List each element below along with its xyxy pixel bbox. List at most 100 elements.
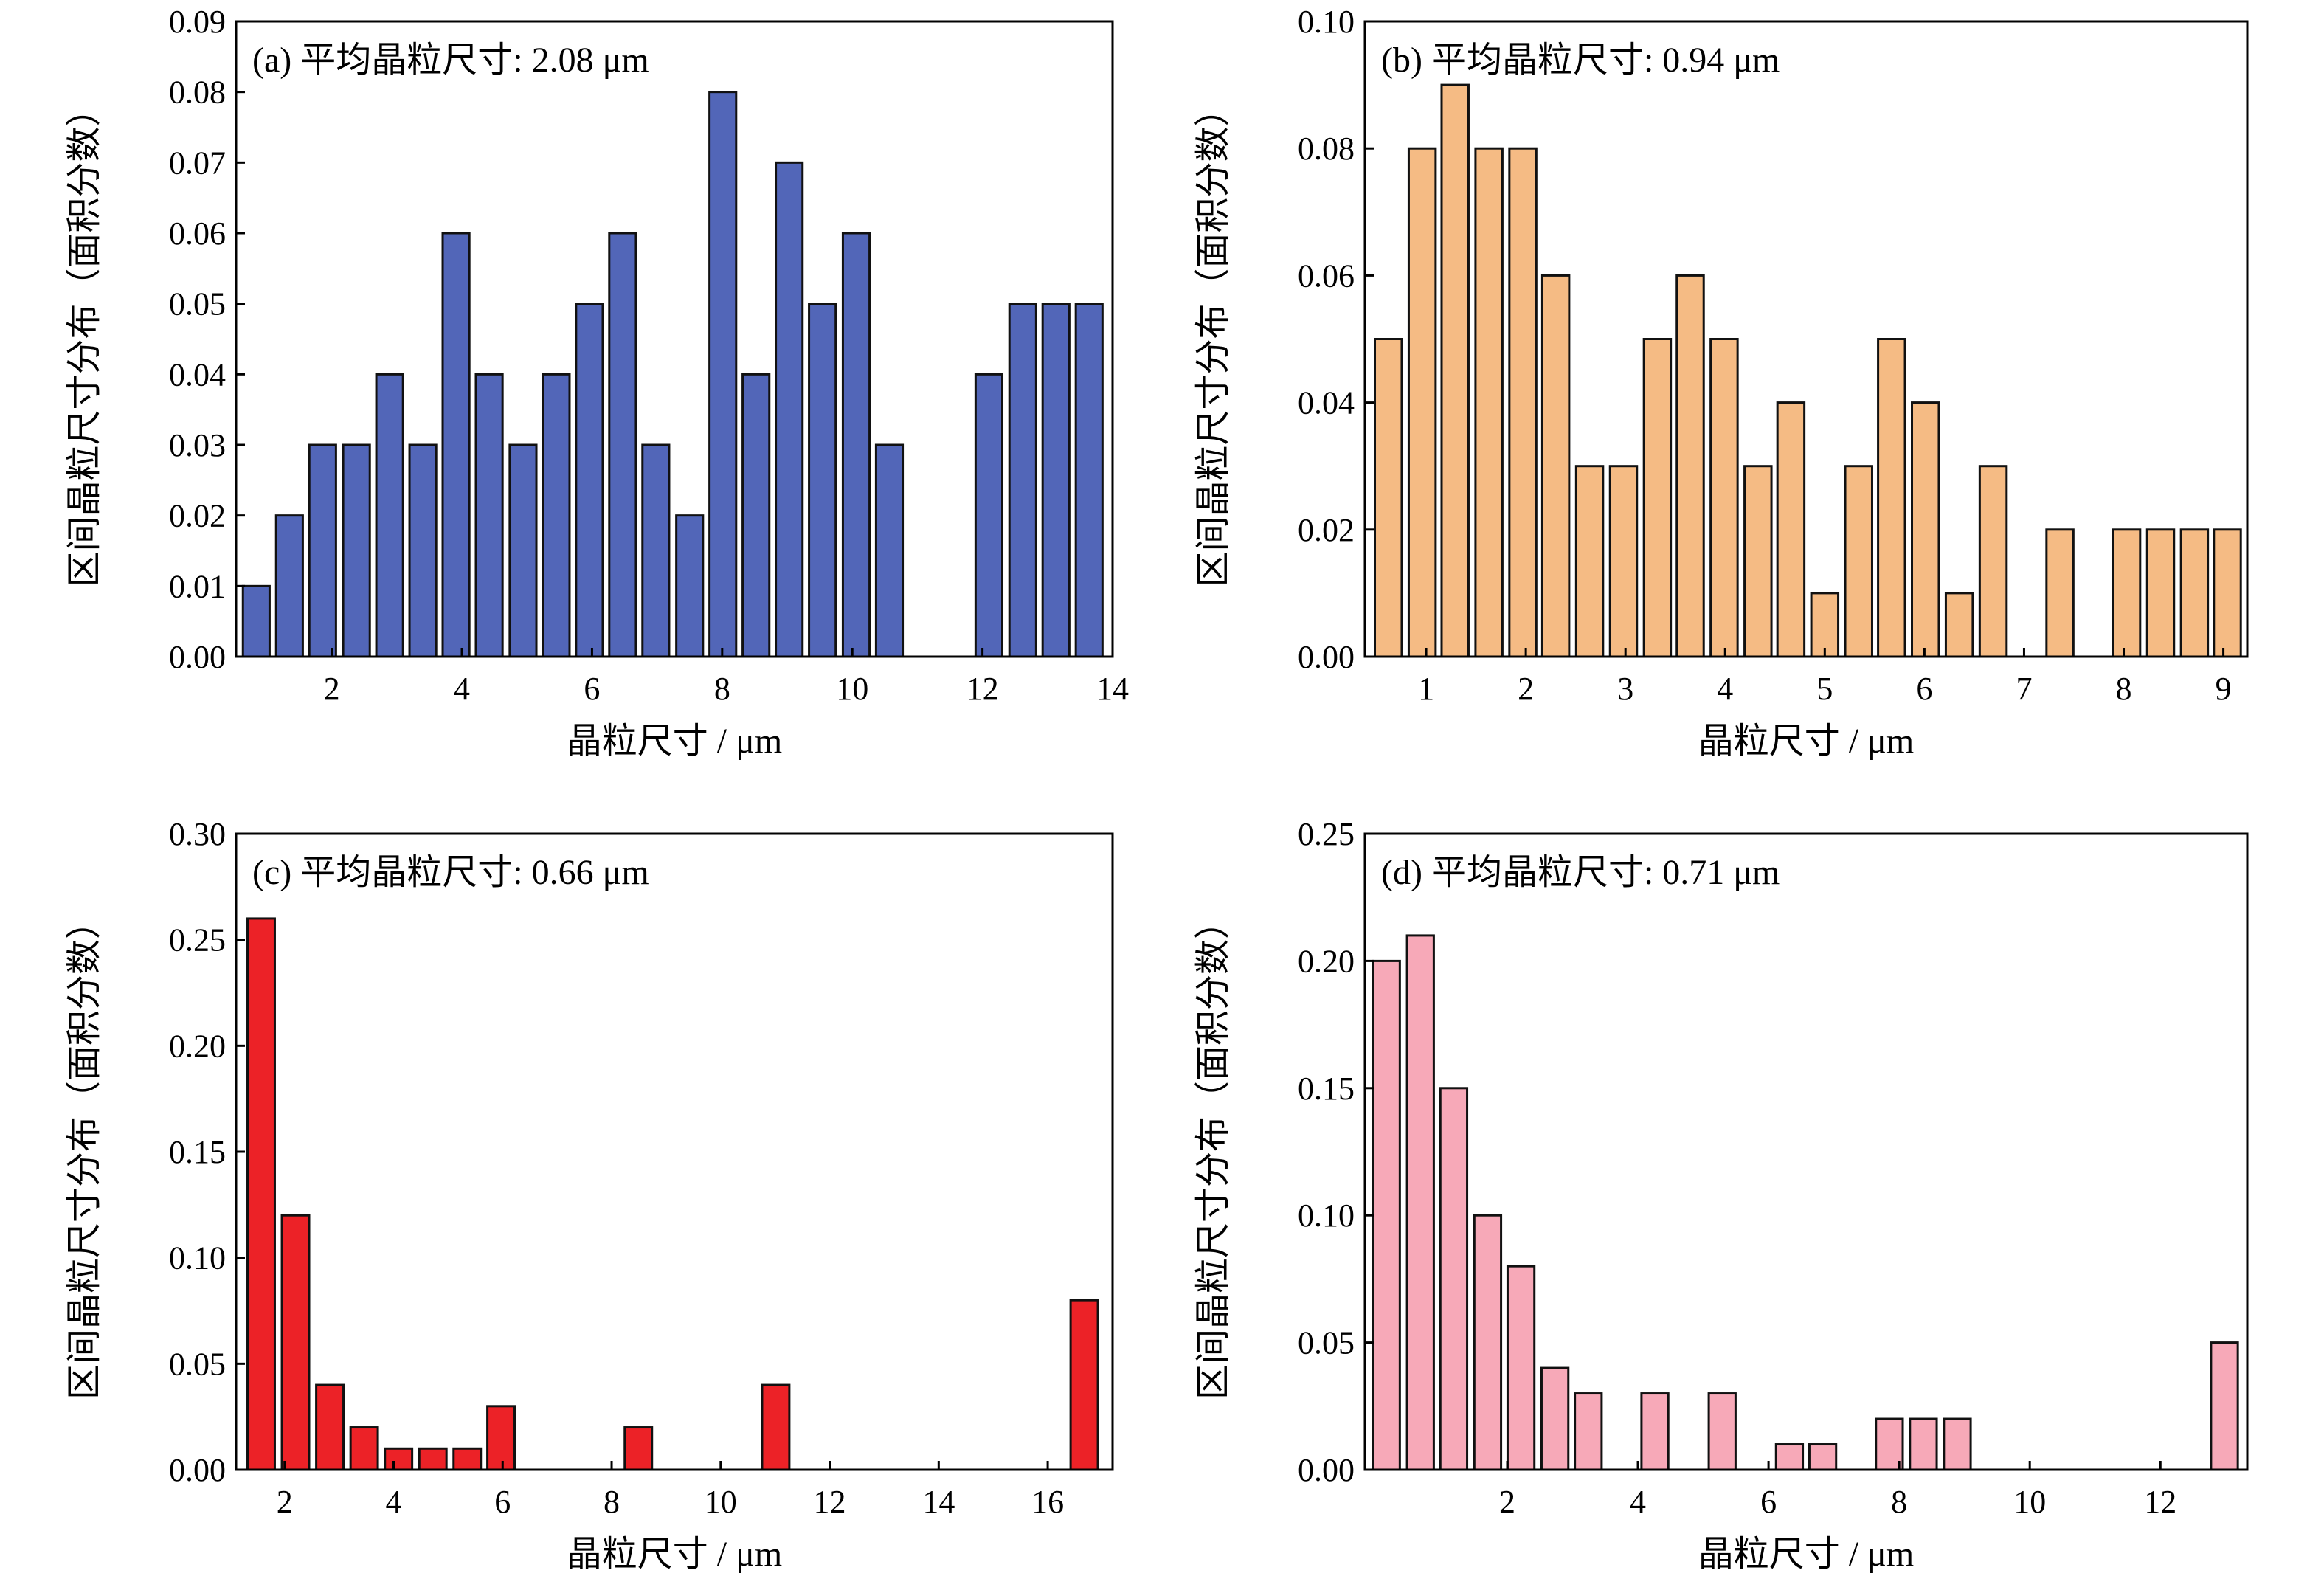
bar [342,443,371,658]
bar [1776,401,1806,658]
y-axis-label: 区间晶粒尺寸分布（面积分数） [1194,904,1233,1400]
y-tick-label: 0.06 [169,215,226,252]
y-tick-label: 0.09 [169,4,226,40]
bar [1374,338,1403,658]
bar [1407,147,1437,658]
bar [486,1405,516,1471]
bar [241,584,271,658]
bar [1372,959,1401,1471]
bar [1069,1299,1099,1471]
bar [1978,465,2008,658]
bar [418,1447,448,1471]
x-tick-label: 4 [1717,671,1733,707]
x-tick-label: 10 [705,1484,737,1520]
y-tick-label: 0.00 [169,639,226,675]
y-tick-label: 0.05 [1298,1325,1355,1361]
x-tick-label: 9 [2216,671,2232,707]
bar [1439,1087,1469,1471]
bar [2112,528,2142,658]
y-tick-label: 0.04 [1298,385,1355,421]
chart-panel-b: 0.00 0.02 0.04 0.06 0.08 0.10 1 2 3 4 5 6 7 8 9 晶粒尺寸 / … [1194,4,2249,761]
y-axis-label: 区间晶粒尺寸分布（面积分数） [1194,91,1233,587]
x-tick-label: 7 [2016,671,2032,707]
y-tick-label: 0.25 [1298,816,1355,852]
y-tick-label: 0.30 [169,816,226,852]
y-tick-label: 0.08 [1298,131,1355,167]
bar [1473,1214,1503,1471]
y-tick-label: 0.20 [169,1028,226,1064]
bar [808,303,837,658]
y-tick-label: 0.02 [169,498,226,534]
bar [623,1426,654,1471]
bar [708,91,738,658]
bar [2179,528,2210,658]
x-axis-label: 晶粒尺寸 / μm [567,1535,782,1574]
bar [2145,528,2176,658]
bar [2210,1341,2239,1471]
bar [841,232,871,658]
chart-panel-c: 0.00 0.05 0.10 0.15 0.20 0.25 0.30 2 4 6 8 10 12 14 16… [65,816,1114,1574]
x-tick-label: 2 [324,671,340,707]
bar [474,373,504,658]
y-tick-label: 0.00 [1298,1452,1355,1488]
bar [508,443,538,658]
x-tick-label: 6 [1760,1484,1777,1520]
bar [1943,1417,1972,1471]
x-tick-label: 16 [1031,1484,1064,1520]
bar [775,161,804,658]
y-tick-label: 0.10 [1298,4,1355,40]
panel-annotation: (a) 平均晶粒尺寸: 2.08 μm [252,41,649,80]
bar [2213,528,2242,658]
panel-annotation: (b) 平均晶粒尺寸: 0.94 μm [1381,41,1780,80]
bar [1808,1443,1838,1471]
y-tick-label: 0.05 [169,1346,226,1382]
bar [246,917,276,1471]
x-tick-label: 8 [1891,1484,1907,1520]
bar [315,1383,345,1471]
y-axis-label: 区间晶粒尺寸分布（面积分数） [65,91,104,587]
bar [741,373,771,658]
bar [1608,465,1639,658]
bar [1743,465,1773,658]
bar [349,1426,379,1471]
x-axis-label: 晶粒尺寸 / μm [1698,722,1914,761]
plot-frame [1363,832,2249,1471]
y-tick-label: 0.20 [1298,943,1355,979]
bar [1008,303,1037,658]
y-tick-label: 0.10 [169,1240,226,1276]
bar [1405,934,1435,1471]
y-tick-label: 0.10 [1298,1197,1355,1234]
bar [441,232,471,658]
bar [641,443,671,658]
bar [1709,338,1739,658]
bar [1474,147,1504,658]
x-tick-label: 12 [966,671,999,707]
x-tick-label: 6 [494,1484,511,1520]
x-tick-label: 6 [584,671,600,707]
y-tick-label: 0.08 [169,75,226,111]
y-tick-label: 0.06 [1298,257,1355,294]
bar [1642,338,1673,658]
y-axis-label: 区间晶粒尺寸分布（面积分数） [65,904,104,1400]
x-tick-label: 4 [386,1484,402,1520]
bar [575,303,604,658]
y-tick-label: 0.04 [169,356,226,393]
bar [1844,465,1873,658]
panel-annotation: (c) 平均晶粒尺寸: 0.66 μm [252,853,649,892]
x-tick-label: 12 [2144,1484,2176,1520]
bar [274,514,304,658]
bar [761,1383,791,1471]
bar [452,1447,483,1471]
bar [1540,1366,1570,1471]
panel-annotation: (d) 平均晶粒尺寸: 0.71 μm [1381,853,1780,892]
bar [542,373,571,658]
y-tick-label: 0.02 [1298,512,1355,548]
bar [308,443,337,658]
bar [1640,1392,1670,1471]
y-tick-label: 0.05 [169,286,226,322]
bar [1440,83,1470,658]
bar [1877,338,1906,658]
x-tick-label: 6 [1916,671,1932,707]
x-tick-label: 10 [836,671,868,707]
